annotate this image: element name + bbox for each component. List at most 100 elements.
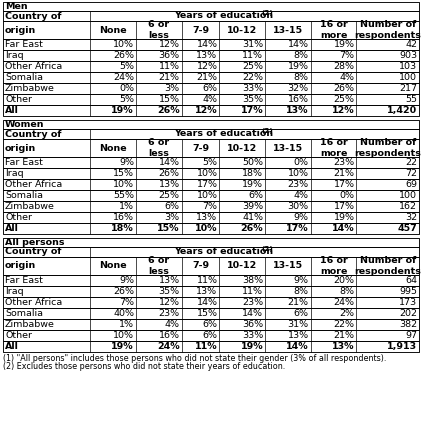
Bar [3,50,419,61]
Text: 10-12: 10-12 [227,261,257,270]
Text: 2%: 2% [339,309,354,318]
Text: 1,913: 1,913 [387,342,417,351]
Text: 18%: 18% [242,169,263,178]
Text: 14%: 14% [332,224,354,233]
Text: 6%: 6% [203,331,217,340]
Text: 39%: 39% [242,202,263,211]
Text: Country of: Country of [5,247,62,257]
Text: 18%: 18% [111,224,134,233]
Text: 50%: 50% [242,158,263,167]
Text: 14%: 14% [286,342,309,351]
Text: 19%: 19% [288,62,309,71]
Text: 26%: 26% [241,224,263,233]
Text: 13%: 13% [286,106,309,115]
Text: 23%: 23% [242,298,263,307]
Text: 15%: 15% [196,309,217,318]
Text: 9%: 9% [119,276,134,285]
Bar [3,308,419,319]
Text: 24%: 24% [113,73,134,82]
Text: 995: 995 [399,287,417,296]
Text: 12%: 12% [195,106,217,115]
Text: 1%: 1% [119,320,134,329]
Text: 23%: 23% [288,180,309,189]
Text: 97: 97 [405,331,417,340]
Text: 33%: 33% [242,84,263,93]
Text: 13%: 13% [196,213,217,222]
Text: 100: 100 [399,191,417,200]
Text: 7%: 7% [119,298,134,307]
Bar [3,275,419,286]
Text: Far East: Far East [5,40,43,49]
Text: 22%: 22% [242,73,263,82]
Text: 19%: 19% [242,180,263,189]
Text: 903: 903 [399,51,417,60]
Text: 5%: 5% [203,158,217,167]
Text: 16 or
more: 16 or more [320,20,347,40]
Text: 3%: 3% [165,84,180,93]
Text: Far East: Far East [5,276,43,285]
Text: 8%: 8% [294,51,309,60]
Bar [3,105,419,116]
Text: 55%: 55% [113,191,134,200]
Text: 38%: 38% [242,276,263,285]
Text: Country of: Country of [5,11,62,20]
Text: 0%: 0% [339,191,354,200]
Text: 9%: 9% [119,158,134,167]
Text: 16%: 16% [159,331,180,340]
Text: 21%: 21% [196,73,217,82]
Text: 10%: 10% [196,169,217,178]
Bar [3,94,419,105]
Bar [3,2,419,11]
Text: 7%: 7% [203,202,217,211]
Text: 21%: 21% [288,298,309,307]
Text: Iraq: Iraq [5,51,24,60]
Text: 12%: 12% [332,106,354,115]
Text: Number of
respondents: Number of respondents [354,138,421,158]
Text: 6 or
less: 6 or less [148,256,170,276]
Bar [3,83,419,94]
Text: 19%: 19% [111,106,134,115]
Text: 162: 162 [399,202,417,211]
Text: Years of education: Years of education [174,11,273,20]
Text: 11%: 11% [242,51,263,60]
Text: 202: 202 [399,309,417,318]
Text: 12%: 12% [159,298,180,307]
Text: 13-15: 13-15 [273,26,303,34]
Text: 19%: 19% [111,342,134,351]
Text: 25%: 25% [242,62,263,71]
Text: 13-15: 13-15 [273,144,303,153]
Text: 41%: 41% [242,213,263,222]
Text: 14%: 14% [196,40,217,49]
Text: Years of education: Years of education [174,128,273,138]
Text: 36%: 36% [159,51,180,60]
Text: Zimbabwe: Zimbabwe [5,202,55,211]
Text: 10%: 10% [113,331,134,340]
Text: 0%: 0% [119,84,134,93]
Bar [3,319,419,330]
Bar [3,72,419,83]
Text: 15%: 15% [113,169,134,178]
Text: 24%: 24% [333,298,354,307]
Bar [3,341,419,352]
Text: 30%: 30% [288,202,309,211]
Text: 26%: 26% [159,169,180,178]
Bar [3,21,419,39]
Text: (2): (2) [261,128,273,134]
Bar [3,168,419,179]
Text: 7%: 7% [339,51,354,60]
Text: 11%: 11% [196,276,217,285]
Text: Number of
respondents: Number of respondents [354,256,421,276]
Text: 9%: 9% [294,213,309,222]
Text: 10%: 10% [195,224,217,233]
Text: 6 or
less: 6 or less [148,20,170,40]
Text: 12%: 12% [159,40,180,49]
Text: origin: origin [5,144,36,153]
Text: 12%: 12% [196,62,217,71]
Text: 4%: 4% [203,95,217,104]
Text: 14%: 14% [242,309,263,318]
Text: 13%: 13% [159,276,180,285]
Text: All persons: All persons [5,238,65,247]
Text: Other Africa: Other Africa [5,180,62,189]
Text: 6%: 6% [248,191,263,200]
Text: 6%: 6% [294,309,309,318]
